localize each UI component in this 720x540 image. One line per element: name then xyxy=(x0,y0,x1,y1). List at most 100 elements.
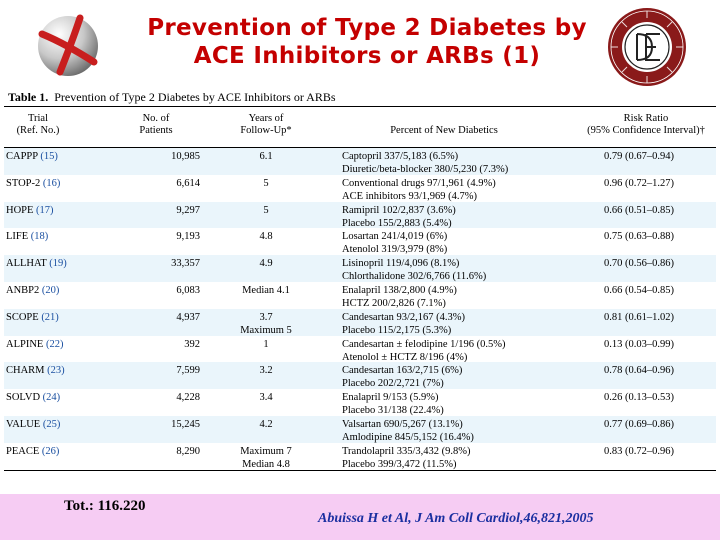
cell-followup: 1 xyxy=(226,338,306,351)
cell-followup: Median 4.1 xyxy=(226,284,306,297)
cell-percent: Candesartan 163/2,715 (6%) Placebo 202/2,… xyxy=(342,364,582,390)
followup-value: 3.2 xyxy=(259,365,273,377)
followup-value: 5 xyxy=(263,204,269,216)
percent-line-1: Trandolapril 335/3,432 (9.8%) xyxy=(342,445,471,457)
percent-line-2: Chlorthalidone 302/6,766 (11.6%) xyxy=(342,271,487,283)
table-row: CHARM (23) 7,599 3.2 Candesartan 163/2,715 … xyxy=(4,362,716,389)
percent-line-1: Valsartan 690/5,267 (13.1%) xyxy=(342,418,463,430)
cell-followup: 4.9 xyxy=(226,257,306,270)
followup-value: Maximum 7 xyxy=(240,445,292,457)
trial-ref: (18) xyxy=(30,231,49,243)
table-row: ALLHAT (19) 33,357 4.9 Lisinopril 119/4,096… xyxy=(4,255,716,282)
trial-name: PEACE xyxy=(6,445,40,457)
trial-ref: (19) xyxy=(49,258,67,270)
table-caption: Table 1. Prevention of Type 2 Diabetes by… xyxy=(8,90,336,105)
citation: Abuissa H et Al, J Am Coll Cardiol,46,82… xyxy=(318,511,594,526)
followup-value: 3.7 xyxy=(259,311,273,323)
followup-value: 3.4 xyxy=(259,392,273,404)
table-row: CAPPP (15) 10,985 6.1 Captopril 337/5,183 (… xyxy=(4,148,716,175)
trial-name: CHARM xyxy=(6,365,45,377)
trial-name: CAPPP xyxy=(6,151,38,162)
cell-patients: 8,290 xyxy=(176,445,200,457)
slide-title: Prevention of Type 2 Diabetes by ACE Inh… xyxy=(112,14,622,70)
cell-risk-ratio: 0.81 (0.61–1.02) xyxy=(604,311,674,323)
cell-followup: 3.4 xyxy=(226,391,306,404)
trial-name: ALPINE xyxy=(6,338,44,350)
header-percent-label: Percent of New Diabetics xyxy=(390,125,498,136)
followup-value: 4.9 xyxy=(259,258,273,270)
trial-name: SCOPE xyxy=(6,311,39,323)
title-line-1: Prevention of Type 2 Diabetes by xyxy=(147,15,587,41)
cell-trial: PEACE (26) xyxy=(6,445,59,458)
diabetes-table: Trial (Ref. No.) No. of Patients Years o… xyxy=(4,106,716,471)
table-header-rule xyxy=(4,147,716,148)
cell-risk-ratio: 0.83 (0.72–0.96) xyxy=(604,445,674,457)
cell-followup: 5 xyxy=(226,204,306,217)
header-patients-sub: Patients xyxy=(139,125,173,136)
cell-risk-ratio: 0.66 (0.54–0.85) xyxy=(604,284,674,296)
trial-name: SOLVD xyxy=(6,392,41,404)
header-followup-sub: Follow-Up* xyxy=(240,125,292,136)
trial-ref: (25) xyxy=(42,418,61,430)
cell-patients: 15,245 xyxy=(171,418,200,430)
percent-line-2: Placebo 202/2,721 (7%) xyxy=(342,378,444,390)
cell-risk-ratio: 0.70 (0.56–0.86) xyxy=(604,258,674,270)
cell-patients: 33,357 xyxy=(171,258,200,270)
cell-patients: 9,297 xyxy=(176,204,200,216)
trial-name: VALUE xyxy=(6,418,41,430)
followup-value: 4.2 xyxy=(259,418,273,430)
cell-percent: Lisinopril 119/4,096 (8.1%) Chlorthalidon… xyxy=(342,257,582,283)
percent-line-1: Ramipril 102/2,837 (3.6%) xyxy=(342,204,456,216)
percent-line-1: Enalapril 9/153 (5.9%) xyxy=(342,392,439,404)
table-body: CAPPP (15) 10,985 6.1 Captopril 337/5,183 (… xyxy=(4,148,716,471)
table-bottom-rule xyxy=(4,469,716,471)
header-risk: Risk Ratio (95% Confidence Interval)† xyxy=(576,113,716,137)
header-percent: Percent of New Diabetics xyxy=(364,125,524,137)
percent-line-1: Enalapril 138/2,800 (4.9%) xyxy=(342,284,457,296)
followup-value: 6.1 xyxy=(259,151,273,162)
cell-trial: ALLHAT (19) xyxy=(6,257,67,270)
trial-ref: (16) xyxy=(42,177,61,189)
trial-ref: (22) xyxy=(45,338,64,350)
trial-ref: (26) xyxy=(41,445,60,457)
cell-trial: LIFE (18) xyxy=(6,230,48,243)
cell-percent: Enalapril 9/153 (5.9%) Placebo 31/138 (22… xyxy=(342,391,582,417)
cell-risk-ratio: 0.66 (0.51–0.85) xyxy=(604,204,674,216)
cell-trial: CAPPP (15) xyxy=(6,150,58,163)
cell-patients: 7,599 xyxy=(176,365,200,377)
header-patients: No. of Patients xyxy=(126,113,186,137)
percent-line-2: HCTZ 200/2,826 (7.1%) xyxy=(342,297,446,309)
trial-ref: (15) xyxy=(40,151,58,162)
header-trial: Trial (Ref. No.) xyxy=(6,113,70,137)
cell-patients: 4,228 xyxy=(176,392,200,404)
cell-percent: Candesartan 93/2,167 (4.3%) Placebo 115/2… xyxy=(342,311,582,337)
cell-risk-ratio: 0.78 (0.64–0.96) xyxy=(604,365,674,377)
trial-ref: (21) xyxy=(41,311,59,323)
table-row: SCOPE (21) 4,937 3.7 Maximum 5 Candesartan 9… xyxy=(4,308,716,337)
cell-percent: Captopril 337/5,183 (6.5%) Diuretic/beta-… xyxy=(342,150,582,176)
percent-line-2: ACE inhibitors 93/1,969 (4.7%) xyxy=(342,190,478,202)
trial-name: STOP-2 xyxy=(6,177,41,189)
table-row: STOP-2 (16) 6,614 5 Conventional drugs 97/1… xyxy=(4,175,716,202)
trial-name: ALLHAT xyxy=(6,258,47,270)
cell-percent: Valsartan 690/5,267 (13.1%) Amlodipine 84… xyxy=(342,418,582,444)
total-patients: Tot.: 116.220 xyxy=(64,498,146,514)
percent-line-2: Diuretic/beta-blocker 380/5,230 (7.3%) xyxy=(342,164,509,175)
cell-risk-ratio: 0.75 (0.63–0.88) xyxy=(604,231,674,243)
cell-risk-ratio: 0.26 (0.13–0.53) xyxy=(604,392,674,404)
followup-value-2: Median 4.8 xyxy=(242,458,290,470)
cell-percent: Trandolapril 335/3,432 (9.8%) Placebo 399… xyxy=(342,445,582,471)
cell-risk-ratio: 0.79 (0.67–0.94) xyxy=(604,151,674,162)
cell-followup: 6.1 xyxy=(226,150,306,163)
trial-name: HOPE xyxy=(6,204,34,216)
table-row: HOPE (17) 9,297 5 Ramipril 102/2,837 (3.6%)… xyxy=(4,201,716,229)
percent-line-1: Conventional drugs 97/1,961 (4.9%) xyxy=(342,177,496,189)
cell-patients: 6,083 xyxy=(176,284,200,296)
footer-band xyxy=(0,494,720,540)
cell-trial: SCOPE (21) xyxy=(6,311,59,324)
percent-line-1: Lisinopril 119/4,096 (8.1%) xyxy=(342,258,460,270)
header-trial-sub: (Ref. No.) xyxy=(16,125,60,136)
trial-ref: (24) xyxy=(42,392,61,404)
table-row: ALPINE (22) 392 1 Candesartan ± felodipine … xyxy=(4,336,716,363)
table-caption-label: Table 1. xyxy=(8,90,49,104)
